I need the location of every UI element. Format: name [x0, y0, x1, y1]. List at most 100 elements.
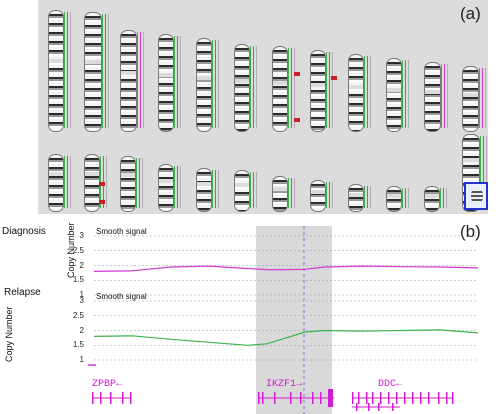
gene-exon — [320, 392, 322, 404]
chromosome-signal-track — [408, 188, 409, 208]
chromosome[interactable] — [48, 10, 64, 132]
chromosome-signal-track — [253, 46, 254, 128]
gene-label-ikzf1[interactable]: IKZF1→ — [266, 379, 303, 390]
chromosome-signal-track — [364, 186, 365, 208]
chromosome-signal-track — [405, 188, 406, 208]
chromosome-signal-track — [485, 68, 486, 128]
chromosome[interactable] — [158, 164, 174, 212]
chromosome[interactable] — [348, 184, 364, 212]
chromosome[interactable] — [234, 170, 250, 212]
chromosome[interactable] — [386, 186, 402, 212]
selected-chromosome — [471, 189, 483, 203]
chromosome-signal-track — [67, 12, 68, 128]
chromosome-signal-track — [177, 36, 178, 128]
cnv-marker — [99, 200, 105, 204]
chromosome-signal-track — [174, 36, 175, 128]
gene-exon — [258, 392, 260, 404]
gene-exon — [352, 392, 354, 404]
chromosome-signal-track — [139, 158, 140, 208]
chromosome-signal-track — [180, 166, 181, 208]
diagnosis-series-line — [93, 265, 479, 272]
y-tick-label: 2.5 — [72, 310, 84, 320]
chromosome-signal-track — [288, 48, 289, 128]
chromosome-signal-track — [294, 48, 295, 128]
chromosome[interactable] — [158, 34, 174, 132]
gene-exon — [262, 392, 264, 404]
chromosome[interactable] — [272, 176, 288, 212]
gene-exon — [438, 392, 440, 404]
chromosome-signal-track — [402, 60, 403, 128]
chromosome-signal-track — [142, 158, 143, 208]
y-tick-label: 2.5 — [72, 245, 84, 255]
panel-a-label: (a) — [460, 4, 481, 23]
chromosome[interactable] — [234, 44, 250, 132]
cnv-marker — [99, 182, 105, 186]
y-tick-label: 1 — [79, 290, 84, 299]
chromosome[interactable] — [386, 58, 402, 132]
chromosome-signal-track — [136, 158, 137, 208]
y-tick-label: 2 — [79, 325, 84, 335]
chromosome-signal-track — [482, 68, 483, 128]
relapse-title: Relapse — [4, 287, 41, 298]
gene-label-zpbp[interactable]: ZPBP← — [92, 379, 123, 390]
gene-exon — [300, 392, 302, 404]
relapse-subtitle: Smooth signal — [96, 292, 147, 301]
chromosome[interactable] — [120, 156, 136, 212]
copy-number-plot — [88, 226, 479, 414]
y-tick-label: 1.5 — [72, 340, 84, 350]
gene-exon — [92, 392, 94, 404]
chromosome-signal-track — [105, 14, 106, 128]
chromosome[interactable] — [348, 54, 364, 132]
chromosome-signal-track — [70, 12, 71, 128]
chromosome-signal-track — [212, 170, 213, 208]
selected-chromosome-box[interactable] — [464, 182, 488, 210]
chromosome-signal-track — [332, 182, 333, 208]
chromosome-signal-track — [329, 52, 330, 128]
chromosome-signal-track — [446, 188, 447, 208]
chromosome-signal-track — [443, 188, 444, 208]
chromosome-signal-track — [326, 52, 327, 128]
chromosome[interactable] — [310, 50, 326, 132]
y-tick-label: 3 — [79, 231, 84, 240]
gene-exon — [372, 392, 374, 404]
chromosome[interactable] — [196, 38, 212, 132]
chromosome-signal-track — [480, 136, 481, 208]
diagnosis-title: Diagnosis — [2, 226, 46, 237]
cnv-marker — [294, 118, 300, 122]
chromosome[interactable] — [196, 168, 212, 212]
chromosome-signal-track — [140, 32, 141, 128]
chromosome[interactable] — [310, 180, 326, 212]
chromosome-signal-track — [291, 48, 292, 128]
chromosome-signal-track — [447, 64, 448, 128]
chromosome-signal-track — [108, 14, 109, 128]
chromosome-signal-track — [106, 156, 107, 208]
chromosome-signal-track — [137, 32, 138, 128]
chromosome[interactable] — [424, 186, 440, 212]
chromosome-signal-track — [483, 136, 484, 208]
chromosome-signal-track — [486, 136, 487, 208]
chromosome[interactable] — [84, 12, 102, 132]
gene-exon — [396, 392, 398, 404]
chromosome-signal-track — [64, 156, 65, 208]
y-tick-label: 1 — [79, 355, 84, 364]
chromosome[interactable] — [272, 46, 288, 132]
chromosome[interactable] — [424, 62, 441, 132]
chromosome-signal-track — [70, 156, 71, 208]
gene-exon — [100, 392, 102, 404]
chromosome[interactable] — [120, 30, 137, 132]
gene-exon — [312, 392, 314, 404]
chromosome[interactable] — [84, 154, 100, 212]
gene-exon — [366, 392, 368, 404]
chromosome-signal-track — [364, 56, 365, 128]
y-tick-label: 1.5 — [72, 275, 84, 285]
gene-exon — [428, 392, 430, 404]
chromosome-signal-track — [215, 40, 216, 128]
chromosome[interactable] — [48, 154, 64, 212]
gene-label-ddc[interactable]: DDC← — [378, 379, 403, 390]
chromosome[interactable] — [462, 66, 479, 132]
chromosome-signal-track — [180, 36, 181, 128]
gene-exon — [110, 392, 112, 404]
chromosome-signal-track — [143, 32, 144, 128]
gene-exon — [420, 392, 422, 404]
gene-exon — [274, 392, 276, 404]
